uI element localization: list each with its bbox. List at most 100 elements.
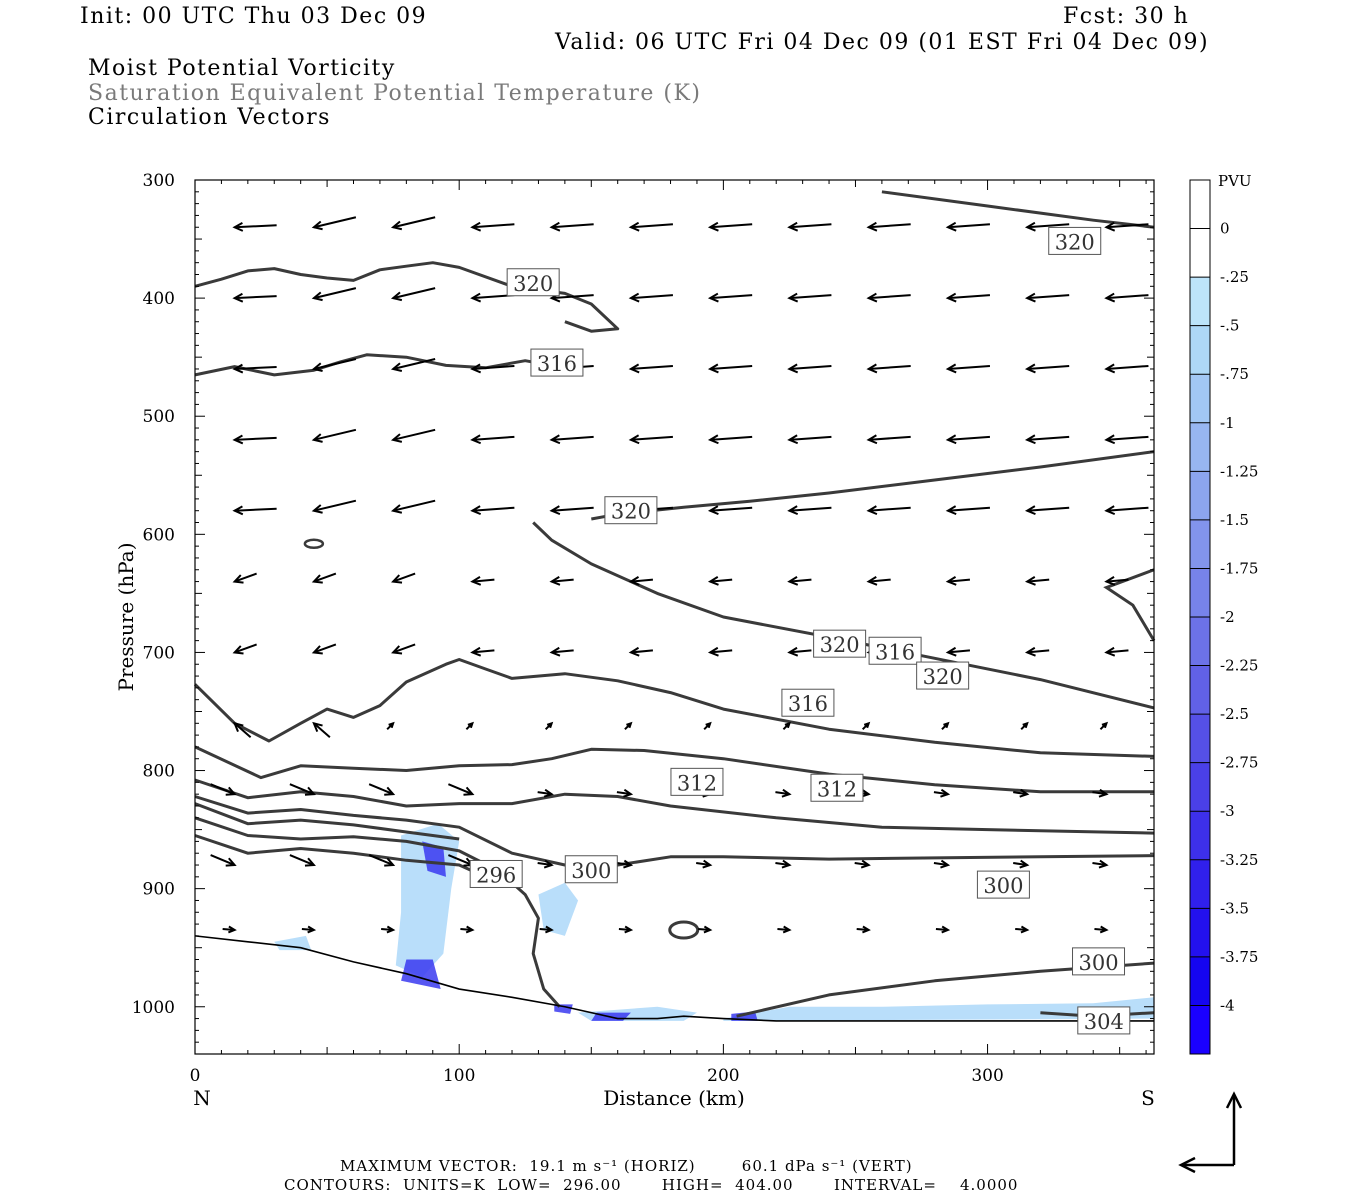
contour-label: 300 bbox=[1078, 951, 1118, 975]
contour-label: 320 bbox=[923, 665, 963, 689]
vector-head bbox=[470, 221, 482, 232]
vector-arrow bbox=[1027, 649, 1050, 654]
vector-head bbox=[390, 504, 403, 514]
theta-contour bbox=[194, 802, 460, 841]
x-tick-label: 100 bbox=[443, 1066, 475, 1086]
vector-arrow bbox=[392, 643, 416, 654]
vector-head bbox=[860, 788, 871, 798]
vector-head bbox=[549, 646, 561, 657]
colorbar-swatch bbox=[1190, 762, 1210, 812]
vector-head bbox=[945, 646, 957, 657]
vector-head bbox=[707, 221, 719, 232]
vector-arrow bbox=[947, 578, 971, 583]
colorbar-swatch bbox=[1190, 1005, 1210, 1055]
vector-head bbox=[467, 721, 474, 729]
vector-head bbox=[1024, 505, 1036, 516]
contour-label: 312 bbox=[677, 771, 717, 795]
vector-head bbox=[707, 363, 719, 374]
vector-head bbox=[311, 504, 323, 514]
vector-head bbox=[311, 291, 323, 302]
colorbar-label: -4 bbox=[1220, 996, 1235, 1014]
colorbar-swatch bbox=[1190, 374, 1210, 424]
contour-label: 316 bbox=[537, 352, 577, 376]
vector-head bbox=[311, 574, 323, 584]
vector-arrow bbox=[313, 722, 331, 739]
theta-contour bbox=[194, 745, 1154, 794]
contour-label-box bbox=[813, 629, 867, 658]
vector-arrow bbox=[710, 578, 733, 583]
axes: Distance (km) Pressure (hPa) N S PVU 300… bbox=[114, 171, 1252, 1110]
vector-arrow bbox=[537, 862, 552, 867]
vector-arrow bbox=[1027, 435, 1070, 441]
contour-label: 312 bbox=[817, 777, 857, 801]
vector-head bbox=[787, 221, 799, 232]
vector-arrow bbox=[551, 578, 574, 583]
vector-head bbox=[312, 721, 323, 732]
vector-arrow bbox=[234, 436, 277, 441]
vector-arrow bbox=[710, 223, 753, 229]
vector-head bbox=[787, 646, 799, 657]
vector-head bbox=[1024, 292, 1036, 303]
vector-arrow bbox=[868, 223, 911, 229]
vector-head bbox=[549, 221, 561, 232]
contour-label: 320 bbox=[820, 633, 860, 657]
right-end-label: S bbox=[1141, 1086, 1155, 1110]
vector-arrow bbox=[630, 578, 653, 583]
vector-head bbox=[1020, 925, 1030, 934]
colorbar-label: -1.25 bbox=[1220, 462, 1258, 480]
vector-head bbox=[384, 857, 396, 867]
colorbar-label: -1 bbox=[1220, 414, 1235, 432]
vector-arrow bbox=[1106, 578, 1129, 583]
vector-head bbox=[866, 505, 878, 516]
vector-head bbox=[545, 925, 554, 934]
vector-arrow bbox=[368, 783, 394, 796]
vector-arrow bbox=[313, 358, 357, 370]
vector-arrow bbox=[933, 791, 949, 796]
vector-arrow bbox=[630, 364, 673, 370]
vector-head bbox=[543, 859, 554, 869]
vector-arrow bbox=[472, 223, 515, 229]
vector-arrow bbox=[789, 578, 812, 583]
vector-head bbox=[307, 925, 317, 934]
vector-arrow bbox=[392, 287, 436, 300]
theta-contour bbox=[194, 261, 620, 333]
contour-label: 300 bbox=[983, 874, 1023, 898]
vector-head bbox=[707, 292, 719, 303]
vector-head bbox=[470, 505, 482, 516]
vector-arrow bbox=[551, 223, 594, 229]
vector-head bbox=[232, 721, 244, 732]
vector-head bbox=[945, 576, 957, 586]
vector-arrow bbox=[1106, 294, 1149, 300]
vector-head bbox=[866, 221, 878, 232]
contour-label: 316 bbox=[788, 692, 828, 716]
contour-label-box bbox=[1077, 1006, 1131, 1035]
vector-arrow bbox=[368, 854, 394, 866]
vector-head bbox=[866, 434, 878, 445]
colorbar-swatch bbox=[1190, 956, 1210, 1006]
vector-head bbox=[1022, 721, 1029, 729]
colorbar: 0 -.25 -.5 -.75 -1 -1.25 -1.5 -1.75 -2 -2.25 -2.5 -… bbox=[1189, 179, 1258, 1055]
vector-arrow bbox=[392, 428, 436, 441]
contour-label-box bbox=[1072, 947, 1126, 976]
vector-arrow bbox=[551, 506, 594, 512]
vector-head bbox=[470, 292, 482, 303]
terrain-line bbox=[194, 935, 1154, 1022]
vector-arrow bbox=[710, 435, 753, 441]
vector-arrow bbox=[392, 499, 436, 512]
vector-head bbox=[863, 721, 871, 729]
vector-head bbox=[628, 292, 640, 303]
vector-head bbox=[470, 646, 482, 657]
contour-label-box bbox=[506, 268, 560, 297]
vector-head bbox=[941, 925, 951, 934]
vector-head bbox=[1024, 221, 1036, 232]
vector-head bbox=[391, 574, 403, 584]
mpv-region bbox=[723, 997, 1154, 1021]
vector-arrow bbox=[313, 428, 357, 441]
vector-head bbox=[388, 721, 395, 729]
vector-head bbox=[1024, 434, 1036, 445]
vector-head bbox=[1101, 721, 1109, 729]
vector-arrow bbox=[1106, 506, 1149, 512]
vector-arrow bbox=[1106, 223, 1149, 229]
vector-head bbox=[787, 434, 799, 445]
theta-contour bbox=[881, 190, 1155, 229]
